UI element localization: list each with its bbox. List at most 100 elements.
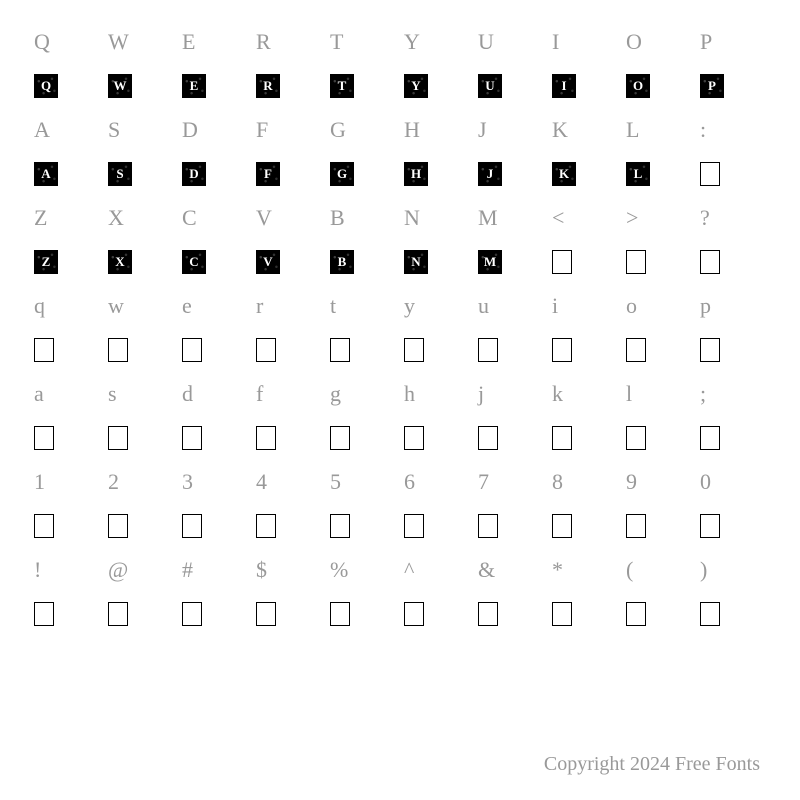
glyph-cell: M	[474, 240, 548, 284]
glyph-cell	[622, 240, 696, 284]
glyph-cell	[548, 592, 622, 636]
glyph-cell	[696, 240, 770, 284]
glyph-letter: G	[337, 166, 347, 182]
glyph-cell: K	[548, 152, 622, 196]
glyph-cell	[30, 416, 104, 460]
char-label: I	[552, 29, 559, 55]
char-label-cell: J	[474, 108, 548, 152]
empty-glyph-box	[182, 514, 202, 538]
char-label-cell: @	[104, 548, 178, 592]
char-label: W	[108, 29, 129, 55]
empty-glyph-box	[626, 250, 646, 274]
decorative-glyph: R	[256, 74, 280, 98]
char-label-cell: e	[178, 284, 252, 328]
glyph-cell	[178, 504, 252, 548]
char-label-cell: Q	[30, 20, 104, 64]
glyph-cell	[696, 592, 770, 636]
char-label: N	[404, 205, 420, 231]
char-label: &	[478, 557, 495, 583]
char-label: D	[182, 117, 198, 143]
char-label: )	[700, 557, 707, 583]
char-label: J	[478, 117, 487, 143]
glyph-cell	[104, 416, 178, 460]
decorative-glyph: Y	[404, 74, 428, 98]
char-label: Q	[34, 29, 50, 55]
char-label: 8	[552, 469, 563, 495]
empty-glyph-box	[404, 602, 424, 626]
glyph-letter: S	[116, 166, 123, 182]
char-label-cell: (	[622, 548, 696, 592]
char-label-cell: ?	[696, 196, 770, 240]
char-label: a	[34, 381, 44, 407]
glyph-cell	[252, 592, 326, 636]
empty-glyph-box	[404, 426, 424, 450]
empty-glyph-box	[700, 162, 720, 186]
char-label-cell: *	[548, 548, 622, 592]
glyph-cell	[104, 328, 178, 372]
empty-glyph-box	[552, 602, 572, 626]
glyph-cell	[622, 416, 696, 460]
char-label: f	[256, 381, 263, 407]
glyph-cell: I	[548, 64, 622, 108]
char-label: M	[478, 205, 498, 231]
glyph-cell	[178, 416, 252, 460]
glyph-cell	[326, 592, 400, 636]
char-label-cell: 6	[400, 460, 474, 504]
char-label: V	[256, 205, 272, 231]
glyph-letter: E	[190, 78, 199, 94]
glyph-cell: N	[400, 240, 474, 284]
empty-glyph-box	[330, 426, 350, 450]
glyph-letter: F	[264, 166, 272, 182]
char-label: q	[34, 293, 45, 319]
empty-glyph-box	[256, 602, 276, 626]
glyph-cell: T	[326, 64, 400, 108]
glyph-cell: C	[178, 240, 252, 284]
empty-glyph-box	[108, 426, 128, 450]
char-label-cell: ^	[400, 548, 474, 592]
char-label: <	[552, 205, 564, 231]
glyph-cell	[178, 592, 252, 636]
empty-glyph-box	[182, 426, 202, 450]
glyph-cell: B	[326, 240, 400, 284]
char-label-cell: p	[696, 284, 770, 328]
glyph-letter: U	[485, 78, 494, 94]
char-label: y	[404, 293, 415, 319]
empty-glyph-box	[700, 250, 720, 274]
char-label-cell: 8	[548, 460, 622, 504]
char-label: 4	[256, 469, 267, 495]
glyph-cell	[622, 328, 696, 372]
decorative-glyph: D	[182, 162, 206, 186]
char-label-cell: k	[548, 372, 622, 416]
glyph-cell	[548, 416, 622, 460]
char-label-cell: D	[178, 108, 252, 152]
char-label: !	[34, 557, 41, 583]
glyph-cell: S	[104, 152, 178, 196]
glyph-letter: C	[189, 254, 198, 270]
glyph-letter: J	[487, 166, 494, 182]
char-label: *	[552, 557, 563, 583]
char-label: Z	[34, 205, 47, 231]
glyph-cell	[548, 240, 622, 284]
char-label: E	[182, 29, 195, 55]
glyph-cell	[696, 152, 770, 196]
glyph-cell	[400, 416, 474, 460]
char-label-cell: l	[622, 372, 696, 416]
glyph-letter: X	[115, 254, 124, 270]
char-label-cell: 1	[30, 460, 104, 504]
empty-glyph-box	[626, 514, 646, 538]
char-label: F	[256, 117, 268, 143]
decorative-glyph: Z	[34, 250, 58, 274]
char-label: o	[626, 293, 637, 319]
char-label-cell: K	[548, 108, 622, 152]
char-label-cell: 5	[326, 460, 400, 504]
decorative-glyph: A	[34, 162, 58, 186]
glyph-cell	[622, 504, 696, 548]
char-label: 9	[626, 469, 637, 495]
char-label-cell: I	[548, 20, 622, 64]
glyph-letter: P	[708, 78, 716, 94]
char-label-cell: )	[696, 548, 770, 592]
char-label: 0	[700, 469, 711, 495]
char-label: 1	[34, 469, 45, 495]
char-label: t	[330, 293, 336, 319]
glyph-letter: D	[189, 166, 198, 182]
